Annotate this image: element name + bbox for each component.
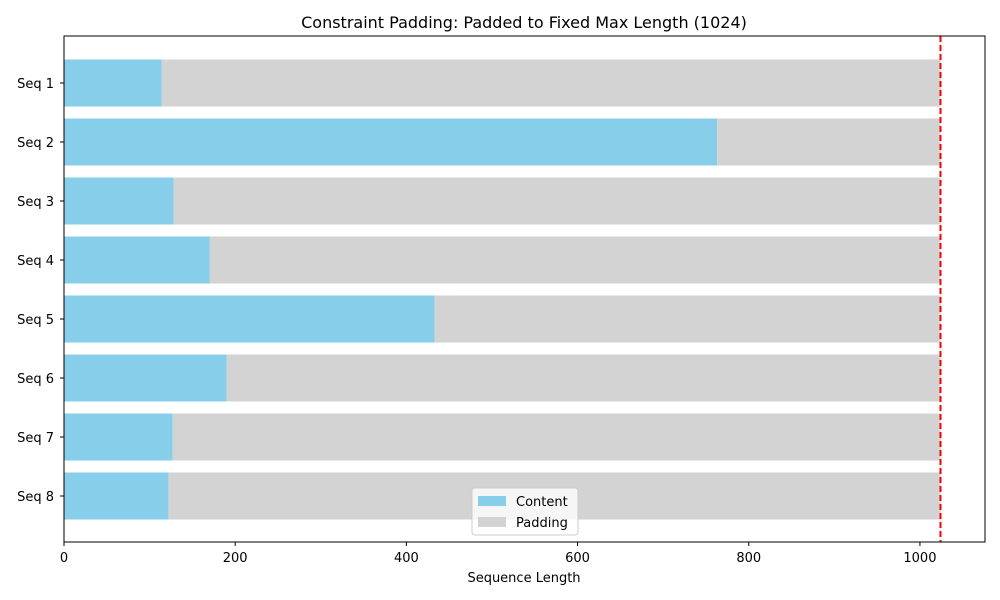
bar-padding-1	[161, 59, 941, 107]
legend-swatch-content	[478, 496, 506, 506]
bar-padding-4	[209, 236, 941, 284]
plot-frame	[63, 35, 986, 543]
y-tick-label: Seq 3	[17, 195, 54, 210]
bar-content-8	[64, 472, 169, 520]
y-tick-label: Seq 1	[17, 77, 54, 92]
legend-swatch-padding	[478, 517, 506, 527]
y-tick-label: Seq 5	[17, 313, 54, 328]
x-axis-label: Sequence Length	[467, 571, 580, 586]
bar-content-6	[64, 354, 227, 402]
x-tick-label: 600	[565, 551, 590, 566]
bar-content-3	[64, 177, 174, 225]
bar-padding-6	[226, 354, 941, 402]
bar-content-7	[64, 413, 173, 461]
x-axis: 0 200 400 600 800 1000	[60, 542, 936, 566]
bar-padding-5	[434, 295, 941, 343]
bar-content-1	[64, 59, 162, 107]
legend-label-content: Content	[516, 495, 568, 510]
bar-content-4	[64, 236, 210, 284]
y-tick-label: Seq 8	[17, 490, 54, 505]
x-tick-label: 800	[736, 551, 761, 566]
y-tick-label: Seq 6	[17, 372, 54, 387]
x-tick-label: 200	[223, 551, 248, 566]
bar-padding-3	[173, 177, 941, 225]
x-tick-label: 400	[394, 551, 419, 566]
y-tick-label: Seq 7	[17, 431, 54, 446]
chart-title: Constraint Padding: Padded to Fixed Max …	[301, 13, 747, 32]
bar-content-2	[64, 118, 718, 166]
bar-padding-7	[172, 413, 941, 461]
x-tick-label: 1000	[903, 551, 936, 566]
bar-content-5	[64, 295, 435, 343]
y-tick-label: Seq 4	[17, 254, 54, 269]
legend: Content Padding	[471, 487, 579, 536]
bar-padding-2	[717, 118, 941, 166]
y-tick-label: Seq 2	[17, 136, 54, 151]
y-axis: Seq 1 Seq 2 Seq 3 Seq 4 Seq 5 Seq 6 Seq 7 Seq 8	[17, 77, 64, 505]
bars-group	[64, 59, 941, 520]
legend-label-padding: Padding	[516, 516, 568, 531]
x-tick-label: 0	[60, 551, 68, 566]
